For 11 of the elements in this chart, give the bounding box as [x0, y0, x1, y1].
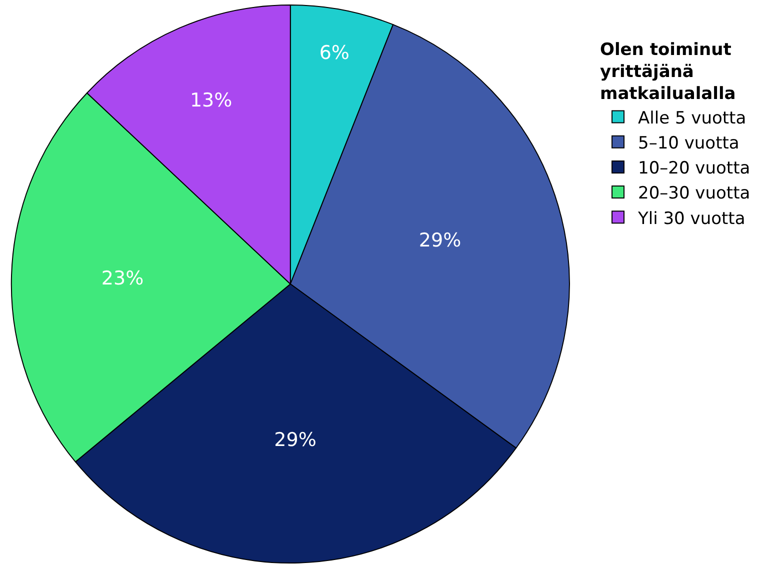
legend-label: 20–30 vuotta: [638, 184, 750, 204]
legend-label: 10–20 vuotta: [638, 158, 750, 179]
data-label: 23%: [101, 268, 144, 290]
legend-label: 5–10 vuotta: [638, 133, 740, 154]
legend-title: Olen toiminut yrittäjänä matkailualalla: [600, 40, 736, 104]
legend-label: Yli 30 vuotta: [637, 208, 746, 229]
legend-label: Alle 5 vuotta: [638, 108, 746, 128]
data-label: 29%: [274, 428, 316, 451]
data-label: 29%: [418, 230, 462, 252]
data-label: 13%: [190, 90, 232, 112]
data-label: 6%: [319, 42, 350, 64]
